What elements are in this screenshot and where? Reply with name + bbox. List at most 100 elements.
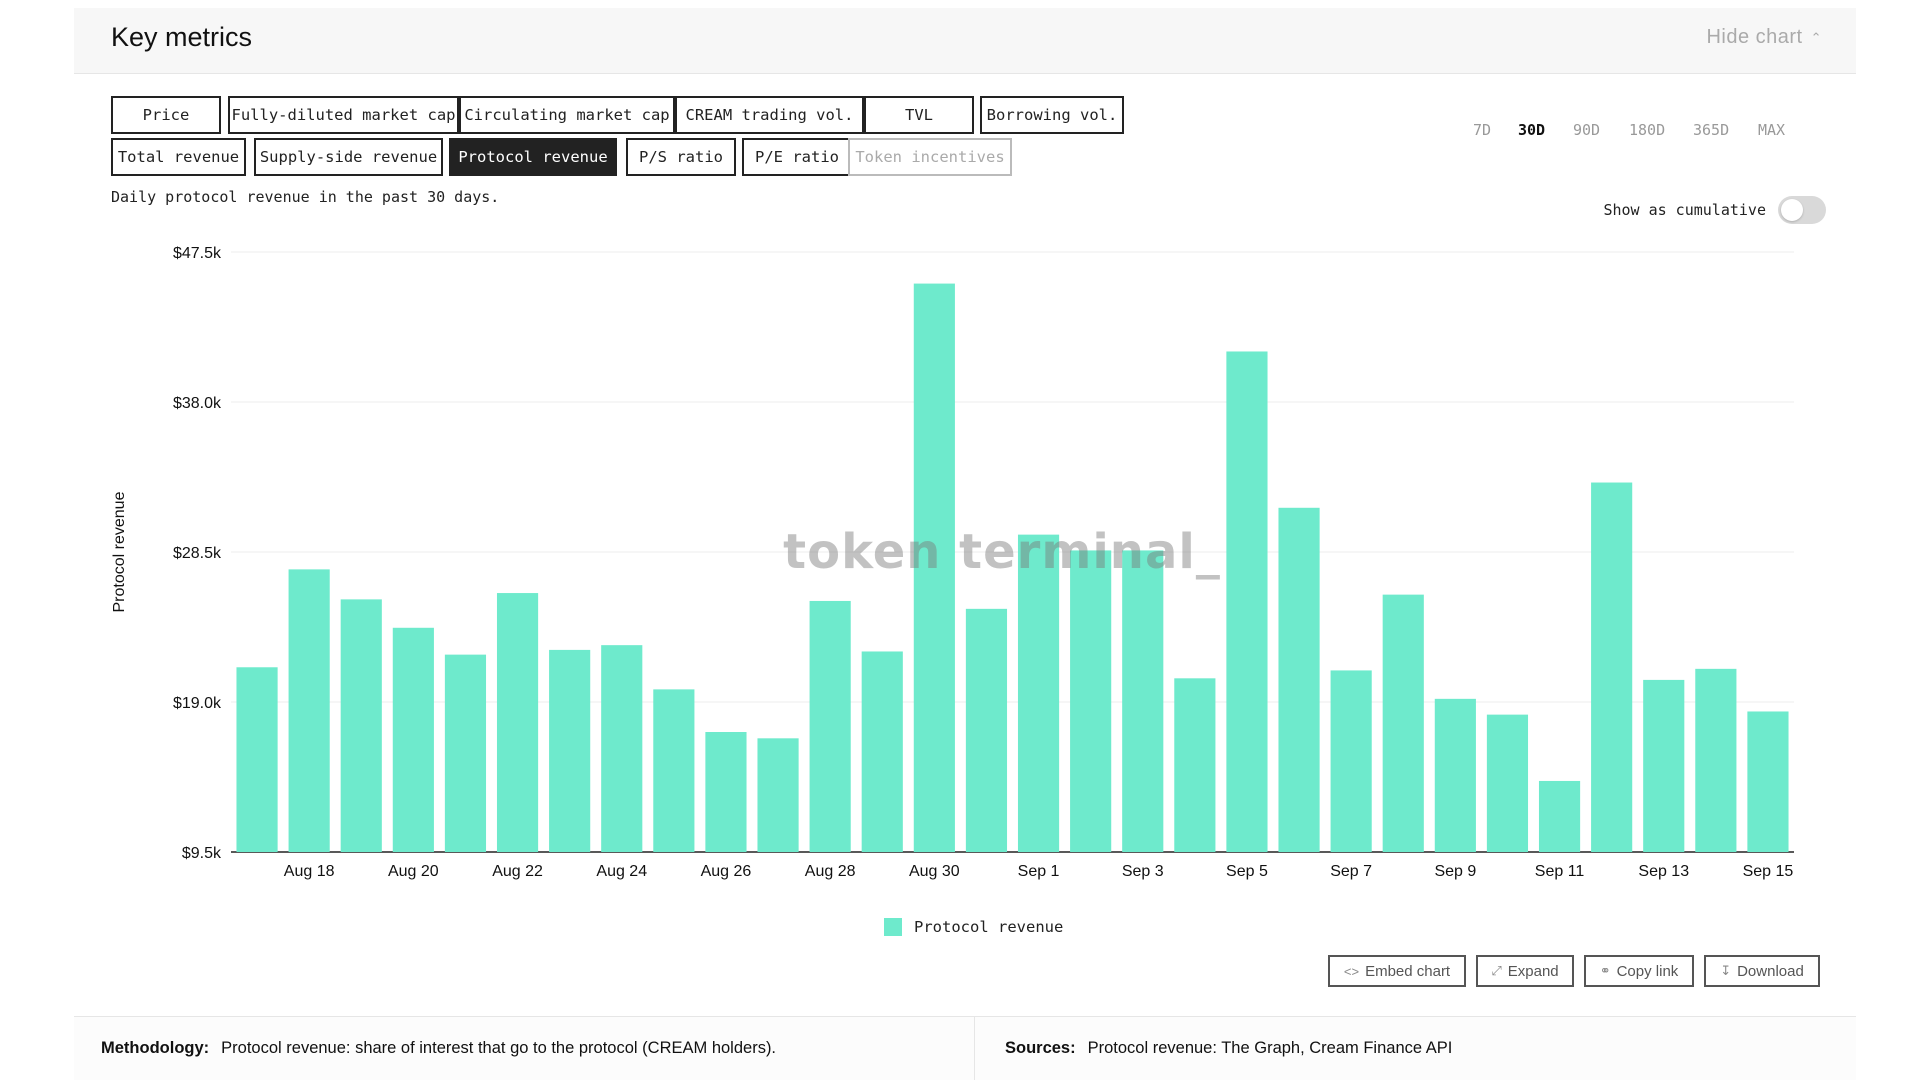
bar[interactable]: [1122, 550, 1164, 852]
hide-chart-button[interactable]: Hide chart ⌃: [1706, 26, 1822, 49]
key-metrics-card: Key metrics Hide chart ⌃ Price Fully-dil…: [74, 8, 1856, 1080]
x-tick-label: Sep 15: [1743, 863, 1794, 880]
card-title: Key metrics: [111, 22, 253, 52]
legend-label: Protocol revenue: [914, 918, 1064, 936]
tab-ps-ratio[interactable]: P/S ratio: [626, 138, 736, 176]
range-90d[interactable]: 90D: [1573, 121, 1601, 139]
chart-legend: Protocol revenue: [884, 918, 1063, 936]
x-tick-label: Aug 28: [805, 863, 856, 880]
bar[interactable]: [1591, 482, 1633, 852]
tab-cream-trading-vol[interactable]: CREAM trading vol.: [675, 96, 864, 134]
bar[interactable]: [1070, 550, 1112, 852]
range-365d[interactable]: 365D: [1693, 121, 1730, 139]
tab-token-incentives[interactable]: Token incentives: [848, 138, 1012, 176]
expand-label: Expand: [1507, 962, 1559, 980]
bar[interactable]: [1017, 534, 1060, 852]
bar[interactable]: [496, 593, 539, 852]
expand-button[interactable]: ⤢ Expand: [1476, 955, 1574, 987]
range-180d[interactable]: 180D: [1629, 121, 1666, 139]
tab-pe-ratio[interactable]: P/E ratio: [742, 138, 852, 176]
range-30d[interactable]: 30D: [1518, 121, 1546, 139]
tab-supply-side-revenue[interactable]: Supply-side revenue: [254, 138, 443, 176]
cumulative-label: Show as cumulative: [1603, 201, 1766, 219]
bar[interactable]: [549, 649, 591, 852]
card-header: Key metrics Hide chart ⌃: [74, 8, 1856, 74]
x-tick-label: Sep 9: [1434, 863, 1476, 880]
x-tick-label: Aug 26: [701, 863, 752, 880]
bar[interactable]: [444, 654, 487, 852]
bar[interactable]: [1486, 714, 1529, 852]
expand-icon: ⤢: [1491, 963, 1502, 978]
tab-label: Token incentives: [855, 148, 1005, 166]
y-tick-label: $28.5k: [173, 545, 222, 562]
embed-chart-button[interactable]: <> Embed chart: [1328, 955, 1466, 987]
y-axis-ticks: $9.5k $19.0k $28.5k $38.0k $47.5k: [173, 245, 222, 862]
y-tick-label: $9.5k: [182, 845, 222, 862]
x-tick-label: Aug 24: [596, 863, 647, 880]
bar[interactable]: [1278, 507, 1320, 852]
code-icon: <>: [1343, 963, 1360, 979]
link-icon: ⚭: [1599, 963, 1611, 978]
chevron-up-icon: ⌃: [1810, 29, 1822, 45]
tab-label: Fully-diluted market cap: [231, 106, 456, 124]
tab-borrowing-vol[interactable]: Borrowing vol.: [980, 96, 1124, 134]
bar[interactable]: [965, 608, 1008, 852]
bar[interactable]: [653, 689, 695, 852]
tab-label: Total revenue: [117, 148, 240, 166]
bar[interactable]: [601, 645, 643, 852]
download-button[interactable]: ↧ Download: [1704, 955, 1820, 987]
bar[interactable]: [1226, 351, 1268, 852]
x-tick-label: Sep 7: [1330, 863, 1372, 880]
x-tick-label: Sep 13: [1638, 863, 1689, 880]
bar[interactable]: [1643, 679, 1685, 852]
bar[interactable]: [913, 283, 955, 852]
bar[interactable]: [1695, 668, 1737, 852]
bar[interactable]: [1434, 698, 1476, 852]
bar[interactable]: [809, 600, 851, 852]
bar[interactable]: [1174, 678, 1216, 852]
toggle-knob: [1781, 199, 1803, 221]
bar[interactable]: [757, 738, 799, 852]
x-tick-label: Sep 1: [1018, 863, 1060, 880]
footer-divider: [974, 1017, 975, 1080]
bar[interactable]: [861, 651, 903, 852]
tab-label: TVL: [905, 106, 933, 124]
methodology-text: Protocol revenue: share of interest that…: [221, 1039, 777, 1057]
range-max[interactable]: MAX: [1758, 121, 1786, 139]
tab-fully-diluted-market-cap[interactable]: Fully-diluted market cap: [228, 96, 459, 134]
tab-label: Protocol revenue: [458, 148, 608, 166]
bar[interactable]: [392, 627, 434, 852]
bar[interactable]: [340, 599, 382, 852]
sources: Sources: Protocol revenue: The Graph, Cre…: [1005, 1039, 1452, 1058]
bar[interactable]: [288, 569, 330, 852]
tab-label: CREAM trading vol.: [685, 106, 854, 124]
time-range-selector: 7D 30D 90D 180D 365D MAX: [1473, 121, 1786, 143]
range-7d[interactable]: 7D: [1473, 121, 1492, 139]
bar[interactable]: [1747, 711, 1789, 852]
x-tick-label: Aug 18: [284, 863, 335, 880]
cumulative-toggle[interactable]: [1778, 196, 1826, 224]
tab-label: Price: [142, 106, 190, 124]
tab-circulating-market-cap[interactable]: Circulating market cap: [459, 96, 675, 134]
bar[interactable]: [1330, 670, 1372, 852]
bar[interactable]: [1538, 780, 1581, 852]
x-tick-label: Aug 30: [909, 863, 960, 880]
tab-price[interactable]: Price: [111, 96, 221, 134]
y-tick-label: $47.5k: [173, 245, 222, 262]
x-tick-label: Sep 11: [1535, 863, 1585, 880]
chart-footer: Methodology: Protocol revenue: share of i…: [74, 1016, 1856, 1080]
copy-link-button[interactable]: ⚭ Copy link: [1584, 955, 1694, 987]
tab-total-revenue[interactable]: Total revenue: [111, 138, 246, 176]
sources-label: Sources:: [1005, 1039, 1076, 1057]
tab-protocol-revenue[interactable]: Protocol revenue: [449, 138, 617, 176]
hide-chart-label: Hide chart: [1706, 26, 1803, 48]
y-tick-label: $38.0k: [173, 395, 222, 412]
bar[interactable]: [705, 732, 747, 852]
copy-link-label: Copy link: [1616, 962, 1679, 980]
download-icon: ↧: [1720, 963, 1732, 978]
bar[interactable]: [1382, 594, 1424, 852]
x-axis-ticks: Aug 18 Aug 20 Aug 22 Aug 24 Aug 26 Aug 28 Aug …: [284, 863, 1794, 880]
sources-text: Protocol revenue: The Graph, Cream Finan…: [1087, 1039, 1453, 1057]
bar[interactable]: [236, 667, 278, 852]
tab-tvl[interactable]: TVL: [864, 96, 974, 134]
